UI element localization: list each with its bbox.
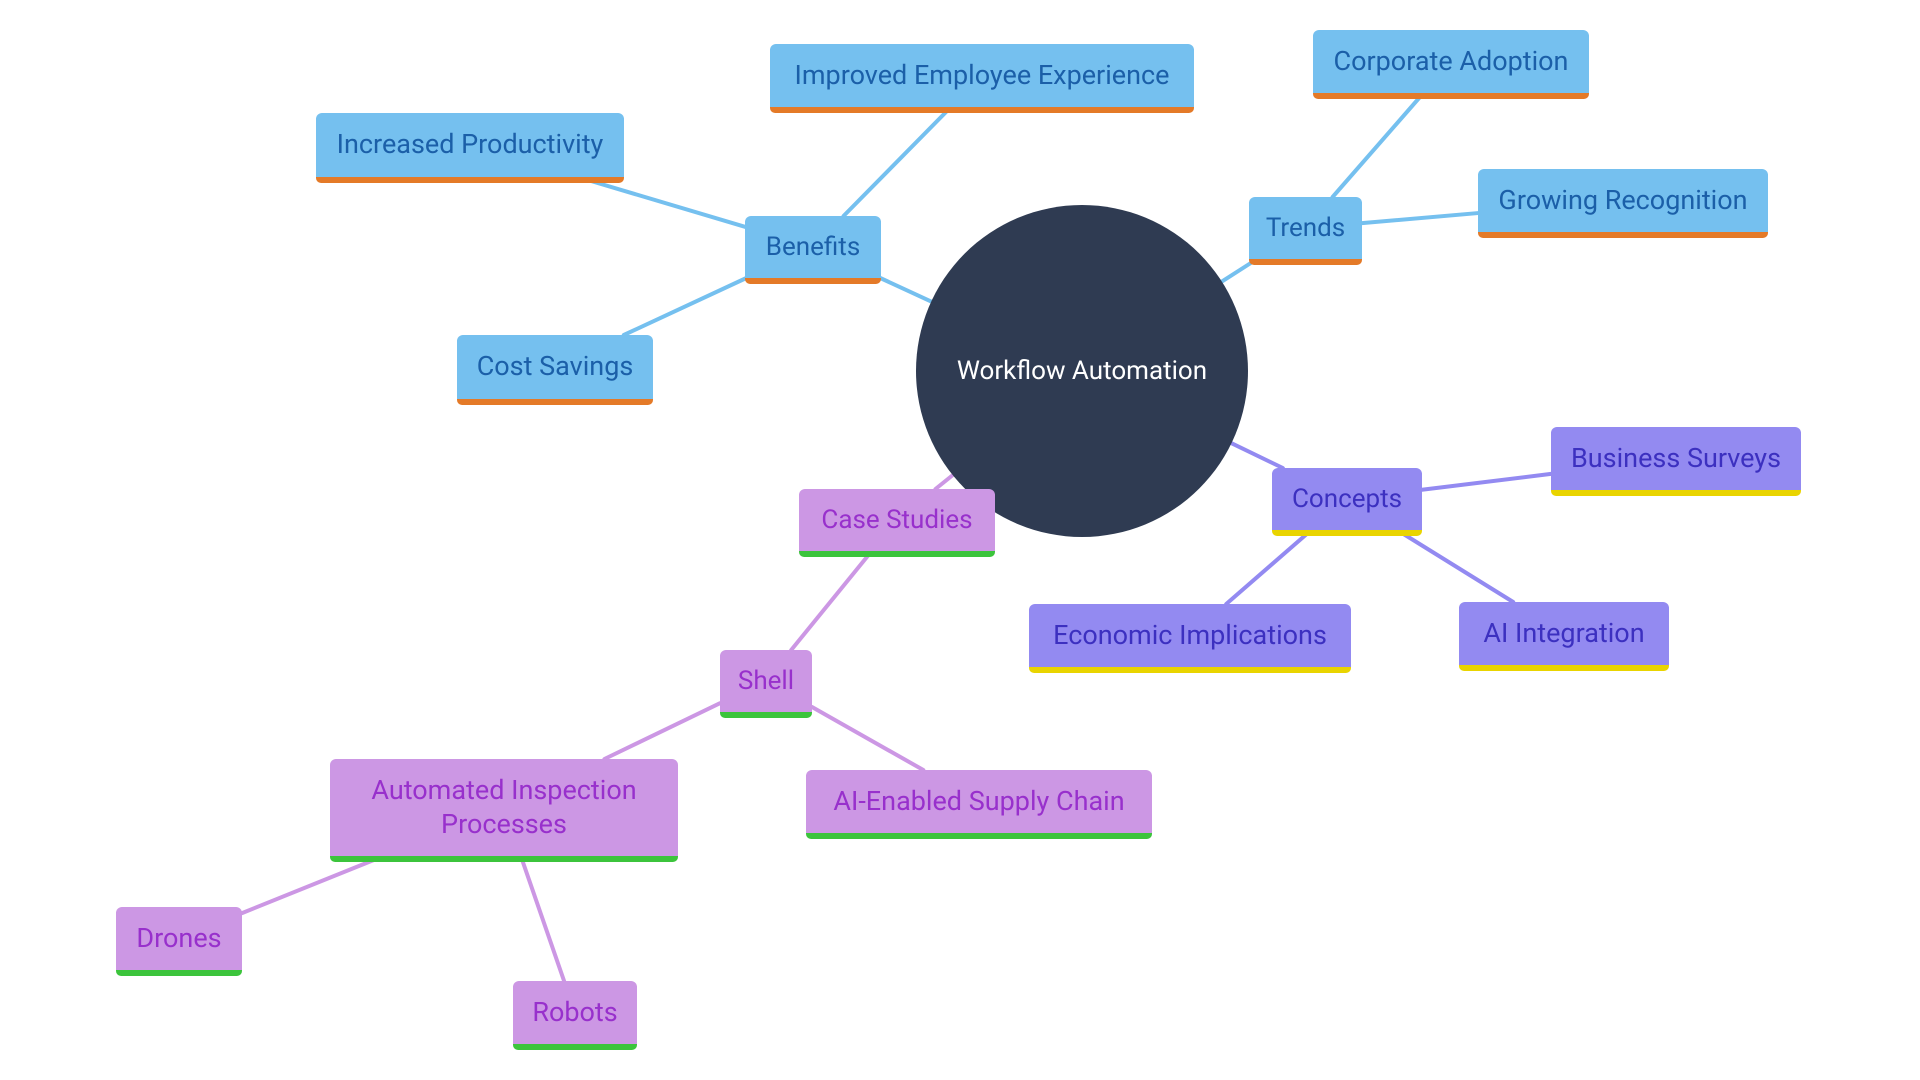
node-underline — [316, 177, 624, 183]
node-case_studies: Case Studies — [799, 489, 995, 551]
node-shell: Shell — [720, 650, 812, 712]
center-node-label: Workflow Automation — [957, 356, 1207, 386]
node-label: Cost Savings — [477, 350, 634, 384]
node-underline — [457, 399, 653, 405]
node-business_surveys: Business Surveys — [1551, 427, 1801, 490]
node-label: Corporate Adoption — [1334, 45, 1569, 79]
node-label: Growing Recognition — [1498, 184, 1747, 218]
node-label: Case Studies — [821, 504, 972, 537]
edge — [935, 475, 952, 489]
node-growing_rec: Growing Recognition — [1478, 169, 1768, 232]
node-label: Increased Productivity — [337, 128, 604, 162]
node-underline — [1459, 665, 1669, 671]
node-underline — [116, 970, 242, 976]
node-corp_adoption: Corporate Adoption — [1313, 30, 1589, 93]
edge — [521, 856, 564, 981]
edge — [1362, 213, 1478, 223]
edge — [242, 856, 384, 913]
node-label: Drones — [136, 922, 221, 956]
node-robots: Robots — [513, 981, 637, 1044]
mindmap-canvas: Workflow Automation Benefits Improved Empl… — [0, 0, 1920, 1080]
node-auto_inspection: Automated Inspection Processes — [330, 759, 678, 856]
node-underline — [1551, 490, 1801, 496]
node-label: Automated Inspection Processes — [371, 774, 636, 842]
node-underline — [1029, 667, 1351, 673]
node-ai_integration: AI Integration — [1459, 602, 1669, 665]
node-improved_emp: Improved Employee Experience — [770, 44, 1194, 107]
node-underline — [770, 107, 1194, 113]
node-underline — [1272, 530, 1422, 536]
edge — [880, 278, 931, 302]
edge — [812, 707, 923, 770]
node-label: Benefits — [766, 231, 860, 264]
node-label: Concepts — [1292, 483, 1402, 516]
center-node: Workflow Automation — [916, 205, 1248, 537]
node-underline — [806, 833, 1152, 839]
node-label: Trends — [1266, 212, 1345, 245]
node-underline — [1478, 232, 1768, 238]
node-underline — [720, 712, 812, 718]
node-underline — [513, 1044, 637, 1050]
node-benefits: Benefits — [745, 216, 881, 278]
node-trends: Trends — [1249, 197, 1362, 259]
node-label: Shell — [738, 665, 794, 698]
node-concepts: Concepts — [1272, 468, 1422, 530]
node-underline — [330, 856, 678, 862]
node-label: AI-Enabled Supply Chain — [833, 785, 1124, 819]
edge — [791, 551, 872, 650]
edge — [1333, 93, 1424, 197]
edge — [624, 278, 747, 335]
node-label: Business Surveys — [1571, 442, 1781, 476]
edge — [1226, 530, 1311, 604]
edge — [578, 177, 745, 227]
node-label: Economic Implications — [1053, 619, 1327, 653]
node-label: Improved Employee Experience — [795, 59, 1170, 93]
node-increased_prod: Increased Productivity — [316, 113, 624, 177]
node-underline — [1249, 259, 1362, 265]
edge — [844, 107, 951, 216]
node-underline — [745, 278, 881, 284]
node-label: AI Integration — [1483, 617, 1644, 651]
node-underline — [1313, 93, 1589, 99]
edge — [1231, 443, 1282, 468]
node-drones: Drones — [116, 907, 242, 970]
edge — [1397, 530, 1513, 602]
edge — [1422, 474, 1551, 490]
node-ai_supply_chain: AI-Enabled Supply Chain — [806, 770, 1152, 833]
node-underline — [799, 551, 995, 557]
node-cost_savings: Cost Savings — [457, 335, 653, 399]
node-econ_impl: Economic Implications — [1029, 604, 1351, 667]
node-label: Robots — [532, 996, 617, 1030]
edge — [604, 703, 720, 759]
